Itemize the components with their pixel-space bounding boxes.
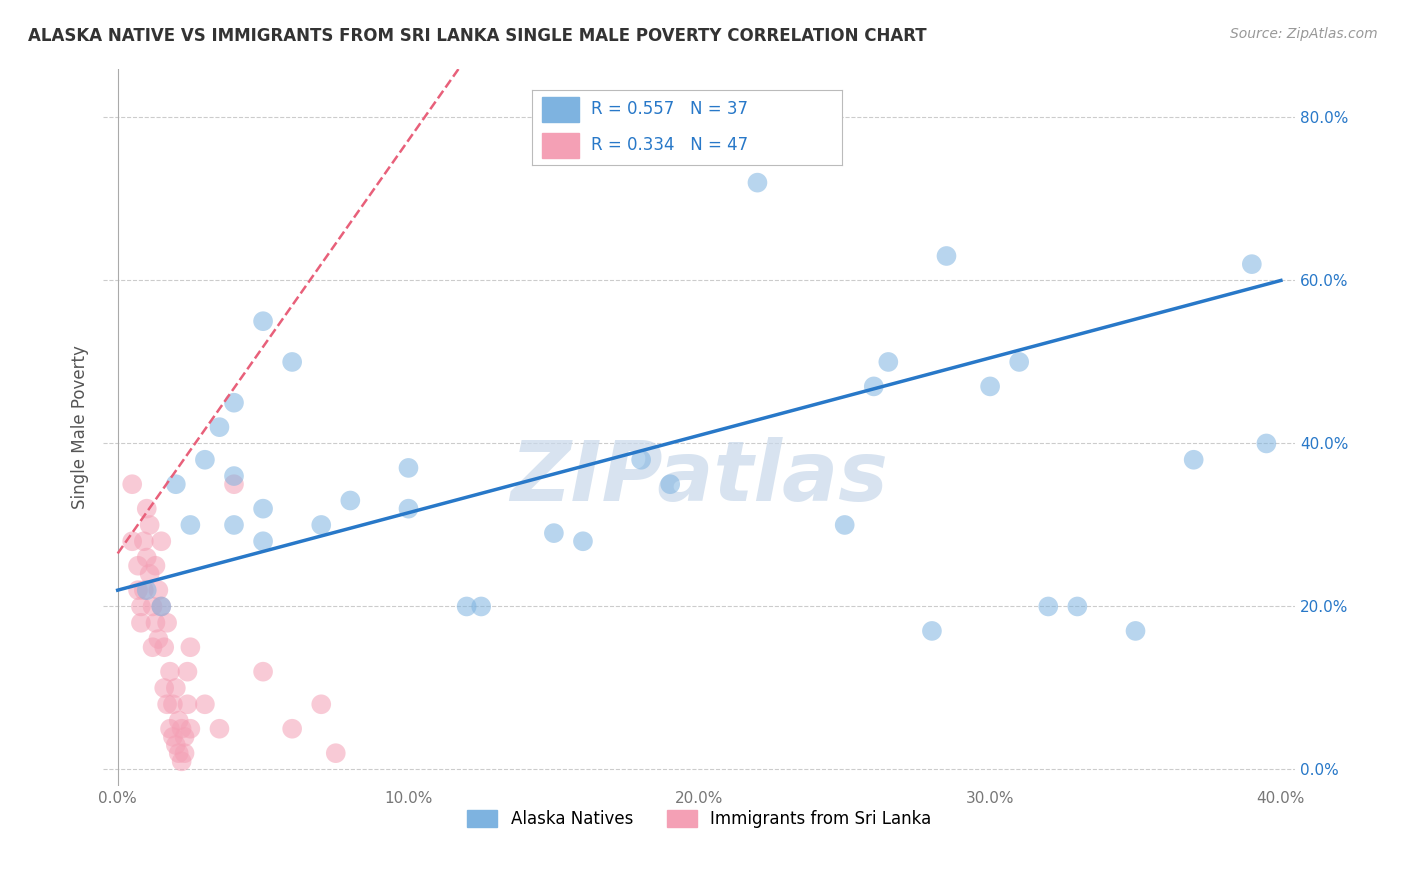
Point bbox=[1038, 599, 1060, 614]
Point bbox=[150, 599, 173, 614]
Point bbox=[572, 534, 595, 549]
Point bbox=[309, 518, 332, 533]
Point bbox=[153, 640, 176, 655]
Text: ZIPatlas: ZIPatlas bbox=[510, 437, 889, 518]
Point bbox=[222, 477, 245, 491]
Point bbox=[135, 501, 157, 516]
Point bbox=[979, 379, 1001, 393]
Point bbox=[862, 379, 884, 393]
Point bbox=[194, 698, 217, 712]
Point bbox=[309, 698, 332, 712]
Point bbox=[222, 395, 245, 409]
Text: Source: ZipAtlas.com: Source: ZipAtlas.com bbox=[1230, 27, 1378, 41]
Point bbox=[935, 249, 957, 263]
Point bbox=[138, 518, 160, 533]
Point bbox=[179, 518, 201, 533]
Point bbox=[747, 176, 769, 190]
Point bbox=[162, 730, 184, 744]
Point bbox=[121, 477, 143, 491]
Point bbox=[129, 599, 152, 614]
Point bbox=[138, 566, 160, 581]
Point bbox=[470, 599, 492, 614]
Point bbox=[173, 730, 195, 744]
Point bbox=[1008, 355, 1031, 369]
Point bbox=[167, 746, 190, 760]
Point bbox=[135, 550, 157, 565]
Legend: Alaska Natives, Immigrants from Sri Lanka: Alaska Natives, Immigrants from Sri Lank… bbox=[461, 804, 938, 835]
Point bbox=[145, 558, 167, 573]
Point bbox=[170, 755, 193, 769]
Point bbox=[173, 746, 195, 760]
Point bbox=[1240, 257, 1263, 271]
Point bbox=[222, 469, 245, 483]
Point bbox=[281, 355, 304, 369]
Point bbox=[834, 518, 856, 533]
Point bbox=[121, 534, 143, 549]
Point bbox=[167, 714, 190, 728]
Point bbox=[630, 452, 652, 467]
Point bbox=[156, 615, 179, 630]
Point bbox=[252, 534, 274, 549]
Point bbox=[1256, 436, 1278, 450]
Point bbox=[325, 746, 347, 760]
Point bbox=[1066, 599, 1088, 614]
Point bbox=[208, 420, 231, 434]
Point bbox=[179, 640, 201, 655]
Point bbox=[165, 738, 187, 752]
Point bbox=[145, 615, 167, 630]
Point bbox=[659, 477, 682, 491]
Point bbox=[159, 722, 181, 736]
Point bbox=[252, 314, 274, 328]
Point bbox=[150, 599, 173, 614]
Point bbox=[921, 624, 943, 638]
Point bbox=[252, 665, 274, 679]
Point bbox=[456, 599, 478, 614]
Point bbox=[252, 501, 274, 516]
Point bbox=[156, 698, 179, 712]
Point bbox=[150, 534, 173, 549]
Point bbox=[165, 681, 187, 695]
Point bbox=[543, 526, 565, 541]
Point bbox=[1182, 452, 1205, 467]
Point bbox=[339, 493, 361, 508]
Point bbox=[208, 722, 231, 736]
Point bbox=[135, 583, 157, 598]
Point bbox=[153, 681, 176, 695]
Point bbox=[176, 698, 198, 712]
Point bbox=[398, 501, 420, 516]
Point bbox=[222, 518, 245, 533]
Point bbox=[194, 452, 217, 467]
Point bbox=[127, 583, 149, 598]
Y-axis label: Single Male Poverty: Single Male Poverty bbox=[72, 345, 89, 509]
Point bbox=[281, 722, 304, 736]
Point bbox=[1125, 624, 1147, 638]
Point bbox=[179, 722, 201, 736]
Point bbox=[165, 477, 187, 491]
Point bbox=[127, 558, 149, 573]
Point bbox=[129, 615, 152, 630]
Point bbox=[159, 665, 181, 679]
Point bbox=[170, 722, 193, 736]
Point bbox=[162, 698, 184, 712]
Point bbox=[142, 640, 165, 655]
Text: ALASKA NATIVE VS IMMIGRANTS FROM SRI LANKA SINGLE MALE POVERTY CORRELATION CHART: ALASKA NATIVE VS IMMIGRANTS FROM SRI LAN… bbox=[28, 27, 927, 45]
Point bbox=[132, 534, 155, 549]
Point bbox=[398, 461, 420, 475]
Point bbox=[142, 599, 165, 614]
Point bbox=[148, 632, 170, 646]
Point bbox=[148, 583, 170, 598]
Point bbox=[176, 665, 198, 679]
Point bbox=[877, 355, 900, 369]
Point bbox=[132, 583, 155, 598]
